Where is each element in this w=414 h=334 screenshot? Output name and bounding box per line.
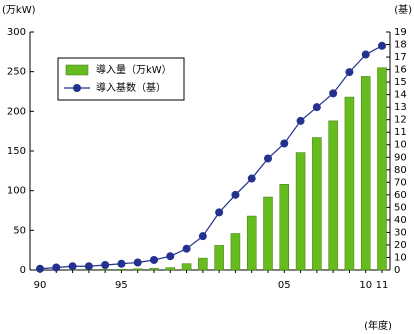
y2-tick-label: 0	[394, 265, 400, 276]
bar	[116, 268, 127, 271]
y2-tick-label: 19	[394, 27, 407, 38]
line-marker	[247, 174, 256, 183]
line-marker	[52, 263, 61, 272]
line-marker	[378, 41, 386, 50]
bar	[100, 268, 110, 271]
bar	[149, 268, 159, 271]
y2-tick-label: 15	[394, 77, 407, 88]
x-tick-label: 95	[115, 280, 128, 291]
line-marker	[84, 262, 93, 271]
y2-tick-label: 16	[394, 65, 407, 76]
y2-tick-label: 30	[394, 227, 407, 238]
y2-tick-label: 20	[394, 240, 407, 251]
y2-tick-label: 70	[394, 177, 407, 188]
bar	[181, 263, 192, 271]
y-tick-label: 50	[13, 225, 26, 236]
line-marker	[68, 262, 77, 271]
legend-swatch	[65, 64, 89, 76]
line-marker	[231, 190, 240, 199]
legend-label: 導入量（万kW）	[96, 63, 172, 76]
bar	[295, 152, 306, 271]
line-marker	[198, 232, 207, 241]
bar	[230, 233, 241, 271]
line-marker	[345, 68, 354, 77]
bar	[246, 215, 257, 271]
x-tick-label: 10	[359, 280, 372, 291]
y2-tick-label: 90	[394, 152, 407, 163]
y2-tick-label: 17	[394, 52, 407, 63]
y-tick-label: 300	[7, 27, 26, 38]
y2-tick-label: 40	[394, 215, 407, 226]
line-marker	[361, 50, 370, 59]
line-marker	[182, 244, 191, 253]
y2-tick-label: 60	[394, 190, 407, 201]
y-tick-label: 0	[20, 265, 26, 276]
x-tick-label: 11	[376, 280, 389, 291]
bar	[279, 184, 290, 271]
bar	[165, 267, 176, 271]
bar	[312, 137, 322, 271]
y-tick-label: 200	[7, 106, 26, 117]
line-marker	[150, 255, 158, 264]
bar	[377, 67, 387, 271]
line-marker	[36, 264, 44, 273]
y2-axis-title: (基)	[394, 3, 412, 16]
line-marker	[264, 154, 272, 163]
bar	[344, 96, 355, 271]
y-tick-label: 150	[7, 146, 26, 157]
y2-tick-label: 10	[394, 140, 407, 151]
x-tick-label: 90	[34, 280, 47, 291]
bar	[360, 76, 371, 271]
x-tick-label: 05	[278, 280, 291, 291]
line	[39, 45, 383, 270]
bar	[263, 196, 273, 271]
line-marker	[312, 103, 321, 112]
line-marker	[215, 208, 224, 217]
legend-label: 導入基数（基）	[96, 81, 166, 94]
line-marker	[101, 260, 110, 269]
y-axis-title: (万kW)	[2, 5, 36, 16]
line-marker	[329, 89, 338, 98]
legend-swatch	[73, 84, 81, 92]
line-marker	[280, 139, 289, 148]
y-tick-label: 100	[7, 186, 26, 197]
y2-tick-label: 13	[394, 102, 407, 113]
y2-tick-label: 10	[394, 252, 407, 263]
bar	[132, 268, 143, 271]
line-marker	[133, 258, 142, 267]
y2-tick-label: 18	[394, 40, 407, 51]
bar	[214, 245, 224, 271]
line-marker	[117, 259, 126, 268]
x-axis-title: (年度)	[364, 319, 392, 332]
y2-tick-label: 11	[394, 127, 407, 138]
y2-tick-label: 12	[394, 115, 407, 126]
y-tick-label: 250	[7, 67, 26, 78]
y2-tick-label: 80	[394, 165, 407, 176]
y2-tick-label: 50	[394, 202, 407, 213]
line-marker	[296, 116, 305, 125]
line-marker	[166, 252, 175, 261]
bar	[198, 257, 208, 271]
y2-tick-label: 14	[394, 90, 407, 101]
bar	[328, 120, 338, 271]
